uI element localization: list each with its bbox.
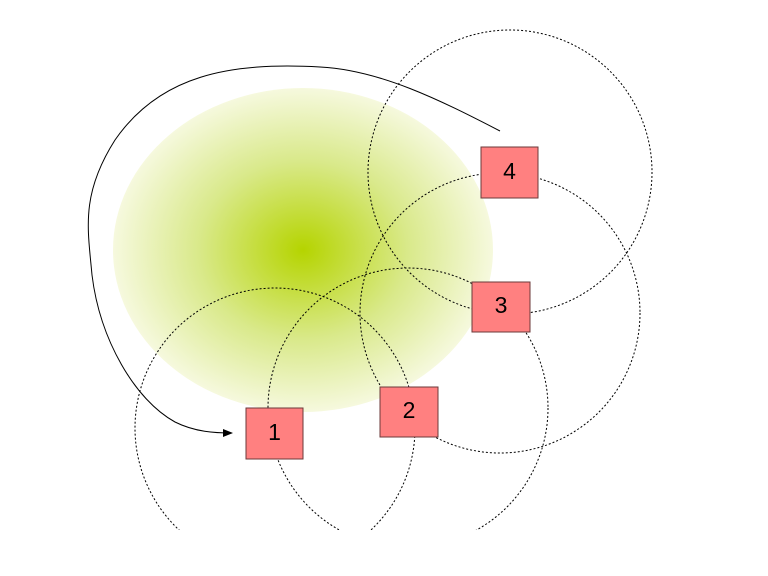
node-box[interactable] — [379, 386, 439, 438]
node-label: 1 — [268, 419, 281, 445]
node-label: 3 — [495, 292, 508, 318]
node-label: 2 — [403, 397, 416, 423]
node-2[interactable]: 2 — [379, 386, 439, 438]
node-label: 4 — [503, 158, 516, 184]
range-circle-4 — [367, 29, 653, 315]
node-box[interactable] — [245, 407, 304, 460]
curved-arrow-icon — [87, 65, 501, 437]
node-3[interactable]: 3 — [471, 281, 531, 333]
green-glow-highlight — [113, 88, 493, 412]
node-4[interactable]: 4 — [480, 146, 539, 199]
range-circle-3 — [359, 172, 641, 454]
node-1[interactable]: 1 — [245, 407, 304, 460]
node-box[interactable] — [471, 281, 531, 333]
node-box[interactable] — [480, 146, 539, 199]
range-circle-2 — [267, 267, 549, 530]
